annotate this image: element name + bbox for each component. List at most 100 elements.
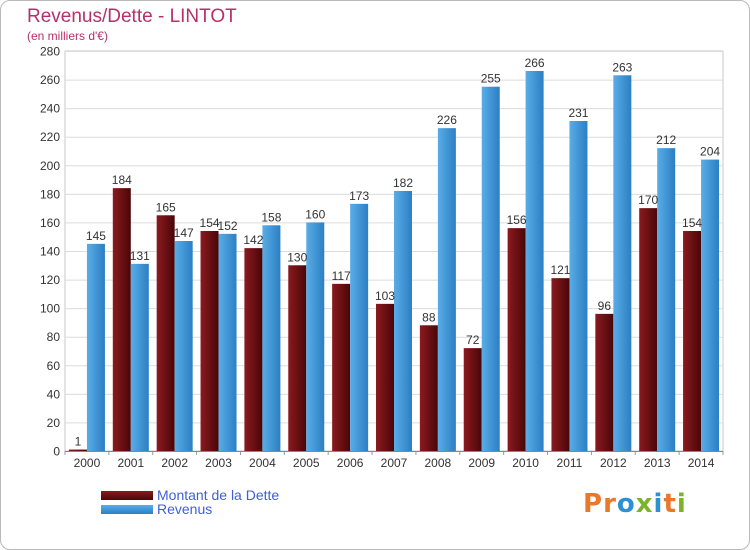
data-label-dette-2006: 117 [332,269,351,283]
data-label-dette-2012: 96 [598,299,612,313]
data-label-dette-2007: 103 [375,289,395,303]
data-label-revenus-2008: 226 [437,113,457,127]
legend-label-revenus: Revenus [157,501,213,517]
chart-subtitle: (en milliers d'€) [27,29,108,43]
bar-revenus-2008 [437,128,456,451]
y-tick-label: 100 [40,302,60,316]
x-tick-label: 2000 [74,456,101,470]
y-tick-label: 40 [47,387,61,401]
bar-dette-2011 [551,278,570,451]
legend-label-dette: Montant de la Dette [157,487,280,503]
logo-letter: i [676,489,687,519]
bar-dette-2000 [68,449,87,451]
bar-revenus-2001 [130,263,149,451]
y-tick-label: 220 [40,130,60,144]
bar-revenus-2011 [569,121,588,451]
bar-revenus-2000 [86,243,105,451]
bar-chart: 0 20 40 60 80 100 120 140 160 180 200 220 240 260 280 2… [40,45,724,470]
bar-revenus-2003 [218,233,237,451]
data-label-dette-2013: 170 [638,193,658,207]
bar-revenus-2004 [262,225,281,451]
bar-dette-2010 [507,228,526,451]
logo-letter: o [616,489,636,519]
bar-dette-2014 [683,231,702,451]
y-tick-label: 160 [40,216,60,230]
x-tick-label: 2010 [512,456,539,470]
data-label-revenus-2014: 204 [700,145,720,159]
bars [68,71,720,452]
data-label-revenus-2012: 263 [612,60,632,74]
data-label-revenus-2004: 158 [261,210,281,224]
y-tick-label: 280 [40,45,60,59]
bar-revenus-2006 [350,203,369,451]
y-tick-label: 20 [47,416,61,430]
logo-letter: P [583,489,604,519]
data-label-revenus-2007: 182 [393,176,413,190]
data-label-revenus-2009: 255 [481,72,501,86]
logo-letter: x [635,489,654,519]
data-label-dette-2004: 142 [243,233,263,247]
bar-dette-2007 [376,303,394,451]
data-label-dette-2009: 72 [466,333,480,347]
data-label-dette-2011: 121 [550,263,570,277]
data-label-revenus-2013: 212 [656,133,676,147]
x-tick-label: 2004 [249,456,276,470]
data-label-revenus-2002: 147 [174,226,194,240]
y-tick-label: 240 [40,102,60,116]
x-tick-label: 2013 [644,456,671,470]
data-label-dette-2001: 184 [112,173,132,187]
logo-letter: t [663,489,677,519]
data-label-dette-2000: 1 [75,435,82,449]
bar-dette-2004 [244,248,263,451]
y-tick-label: 80 [47,330,61,344]
data-label-dette-2005: 130 [287,250,307,264]
data-labels: 1145184131165147154152142158130160117173… [75,56,721,449]
x-tick-label: 2001 [117,456,144,470]
x-tick-label: 2006 [337,456,364,470]
bar-dette-2009 [463,348,482,451]
bar-revenus-2009 [481,86,500,451]
x-tick-label: 2002 [161,456,188,470]
bar-revenus-2002 [174,241,193,451]
data-label-revenus-2010: 266 [525,56,545,70]
bar-dette-2013 [639,208,658,451]
bar-dette-2003 [200,231,219,451]
x-tick-label: 2011 [557,456,583,470]
x-tick-label: 2005 [293,456,320,470]
legend-swatch-dette [101,491,153,500]
x-tick-label: 2014 [688,456,715,470]
x-tick-label: 2003 [205,456,232,470]
data-label-dette-2010: 156 [507,213,527,227]
bar-dette-2012 [595,313,614,451]
bar-revenus-2010 [525,71,544,451]
x-tick-label: 2008 [425,456,452,470]
y-tick-label: 260 [40,73,60,87]
x-tick-label: 2007 [381,456,408,470]
y-tick-label: 0 [53,445,60,459]
y-tick-label: 180 [40,187,60,201]
bar-revenus-2005 [306,222,325,451]
axes: 0 20 40 60 80 100 120 140 160 180 200 220 240 260 280 2… [40,45,724,470]
bar-revenus-2007 [394,191,412,451]
chart-title: Revenus/Dette - LINTOT [27,6,237,27]
logo-letter: r [603,489,617,519]
data-label-dette-2002: 165 [156,200,176,214]
data-label-revenus-2001: 131 [130,249,150,263]
data-label-dette-2003: 154 [200,216,220,230]
y-tick-label: 120 [40,273,60,287]
x-tick-label: 2009 [468,456,495,470]
data-label-revenus-2011: 231 [568,106,588,120]
data-label-revenus-2006: 173 [349,189,369,203]
data-label-revenus-2003: 152 [218,219,238,233]
y-tick-label: 60 [47,359,61,373]
data-label-revenus-2005: 160 [305,207,325,221]
bar-dette-2001 [112,188,131,451]
bar-dette-2002 [156,215,175,451]
data-label-dette-2008: 88 [422,310,436,324]
y-tick-label: 140 [40,245,60,259]
bar-dette-2008 [419,325,438,451]
data-label-dette-2014: 154 [682,216,702,230]
logo-letter: i [653,489,664,519]
bar-revenus-2013 [657,148,676,451]
proxiti-logo: Proxiti [583,489,687,519]
